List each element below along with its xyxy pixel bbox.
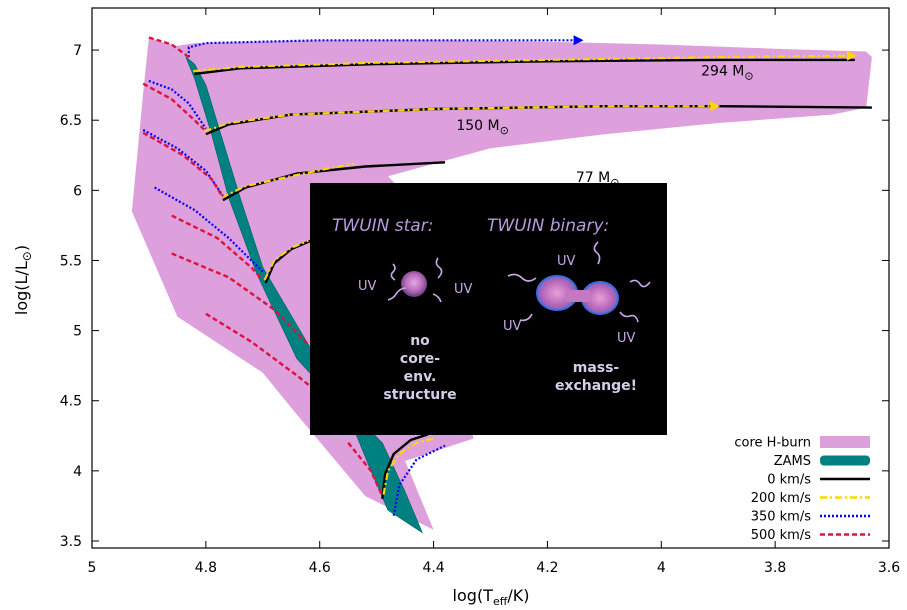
zams-band bbox=[185, 56, 424, 534]
track-350-km-s-4 bbox=[392, 444, 446, 516]
uv-squiggle-icons-star bbox=[387, 257, 443, 303]
legend-swatch-fill bbox=[820, 436, 870, 448]
x-tick-label: 4 bbox=[657, 560, 666, 576]
legend-label: 350 km/s bbox=[751, 510, 812, 525]
mass-label-1: 150 M⊙ bbox=[456, 118, 508, 137]
track-200-km-s-3 bbox=[263, 239, 309, 281]
track-0-km-s-0 bbox=[194, 58, 855, 76]
binary-caption-1: mass- bbox=[573, 360, 620, 376]
uv-label-star-left: UV bbox=[358, 279, 377, 294]
star-caption-1: no bbox=[410, 333, 430, 349]
inset-star-title: TWUIN star: bbox=[332, 216, 433, 236]
track-500-km-s-1 bbox=[142, 82, 207, 133]
uv-label-binary-right: UV bbox=[617, 331, 636, 346]
track-500-km-s-3 bbox=[171, 214, 264, 281]
tracks-layer bbox=[142, 35, 872, 516]
uv-label-binary-left: UV bbox=[503, 319, 522, 334]
plot-frame bbox=[91, 7, 890, 549]
y-tick-label: 4.5 bbox=[60, 394, 82, 410]
track-arrowhead-2 bbox=[846, 50, 857, 61]
mass-label-2: 77 M⊙ bbox=[576, 170, 620, 189]
legend-label: ZAMS bbox=[774, 454, 811, 469]
legend-label: 0 km/s bbox=[767, 473, 811, 488]
single-star-icon bbox=[401, 271, 427, 297]
x-tick-label: 3.6 bbox=[878, 560, 900, 576]
x-tick-label: 4.2 bbox=[536, 560, 558, 576]
track-350-km-s-1 bbox=[148, 79, 207, 130]
track-200-km-s-2 bbox=[221, 162, 355, 199]
mass-label-0: 294 M⊙ bbox=[701, 63, 753, 82]
y-tick-label: 5 bbox=[73, 324, 82, 340]
y-tick-label: 3.5 bbox=[60, 534, 82, 550]
zams-band-layer bbox=[185, 56, 424, 534]
y-tick-label: 4 bbox=[73, 464, 82, 480]
y-axis-title: log(L/L⊙) bbox=[12, 245, 34, 315]
legend-label: 500 km/s bbox=[751, 528, 812, 543]
uv-label-binary-top: UV bbox=[557, 254, 576, 269]
legend-label: 200 km/s bbox=[751, 491, 812, 506]
track-0-km-s-3 bbox=[264, 238, 315, 284]
track-350-km-s-0 bbox=[187, 39, 582, 58]
inset-panel: TWUIN star: TWUIN binary: UV UV no cor bbox=[310, 183, 667, 435]
x-axis-title: log(Teff/K) bbox=[453, 586, 530, 608]
legend: core H-burn ZAMS 0 km/s 200 km/s 350 km/s 500… bbox=[734, 436, 870, 543]
track-350-km-s-3 bbox=[154, 186, 264, 273]
binary-star-icon bbox=[536, 275, 619, 315]
y-tick-label: 5.5 bbox=[60, 253, 82, 269]
binary-caption-2: exchange! bbox=[555, 378, 637, 394]
track-0-km-s-4 bbox=[381, 433, 429, 500]
x-tick-label: 4.8 bbox=[195, 560, 217, 576]
track-500-km-s-6 bbox=[347, 442, 384, 497]
star-caption-3: env. bbox=[404, 369, 437, 385]
track-arrowhead-1 bbox=[710, 101, 721, 112]
track-0-km-s-2 bbox=[222, 161, 446, 202]
inset-binary-title: TWUIN binary: bbox=[487, 216, 609, 236]
track-500-km-s-2 bbox=[142, 131, 224, 199]
track-500-km-s-4 bbox=[171, 252, 310, 346]
legend-label: core H-burn bbox=[734, 436, 811, 451]
track-200-km-s-1 bbox=[204, 105, 719, 133]
track-arrowhead-0 bbox=[573, 35, 584, 46]
track-200-km-s-4 bbox=[382, 437, 434, 495]
x-tick-label: 4.6 bbox=[309, 560, 331, 576]
x-tick-label: 5 bbox=[88, 560, 97, 576]
star-caption-4: structure bbox=[383, 387, 456, 403]
star-caption-2: core- bbox=[400, 351, 440, 367]
x-tick-label: 3.8 bbox=[764, 560, 786, 576]
track-350-km-s-2 bbox=[142, 129, 224, 197]
mass-labels-layer: 294 M⊙ 150 M⊙ 77 M⊙ bbox=[456, 63, 753, 189]
y-tick-label: 7 bbox=[73, 43, 82, 59]
uv-squiggle-icons-binary bbox=[507, 241, 651, 323]
x-tick-label: 4.4 bbox=[422, 560, 444, 576]
uv-label-star-right: UV bbox=[454, 282, 473, 297]
y-tick-label: 6.5 bbox=[60, 113, 82, 129]
track-500-km-s-5 bbox=[205, 312, 321, 395]
legend-swatch-band bbox=[820, 455, 870, 466]
y-tick-label: 6 bbox=[73, 183, 82, 199]
axes-layer: 5 4.8 4.6 4.4 4.2 4 3.8 3.6 3.5 4 4.5 5 5.5 6 6.5 7 bbox=[60, 7, 900, 576]
